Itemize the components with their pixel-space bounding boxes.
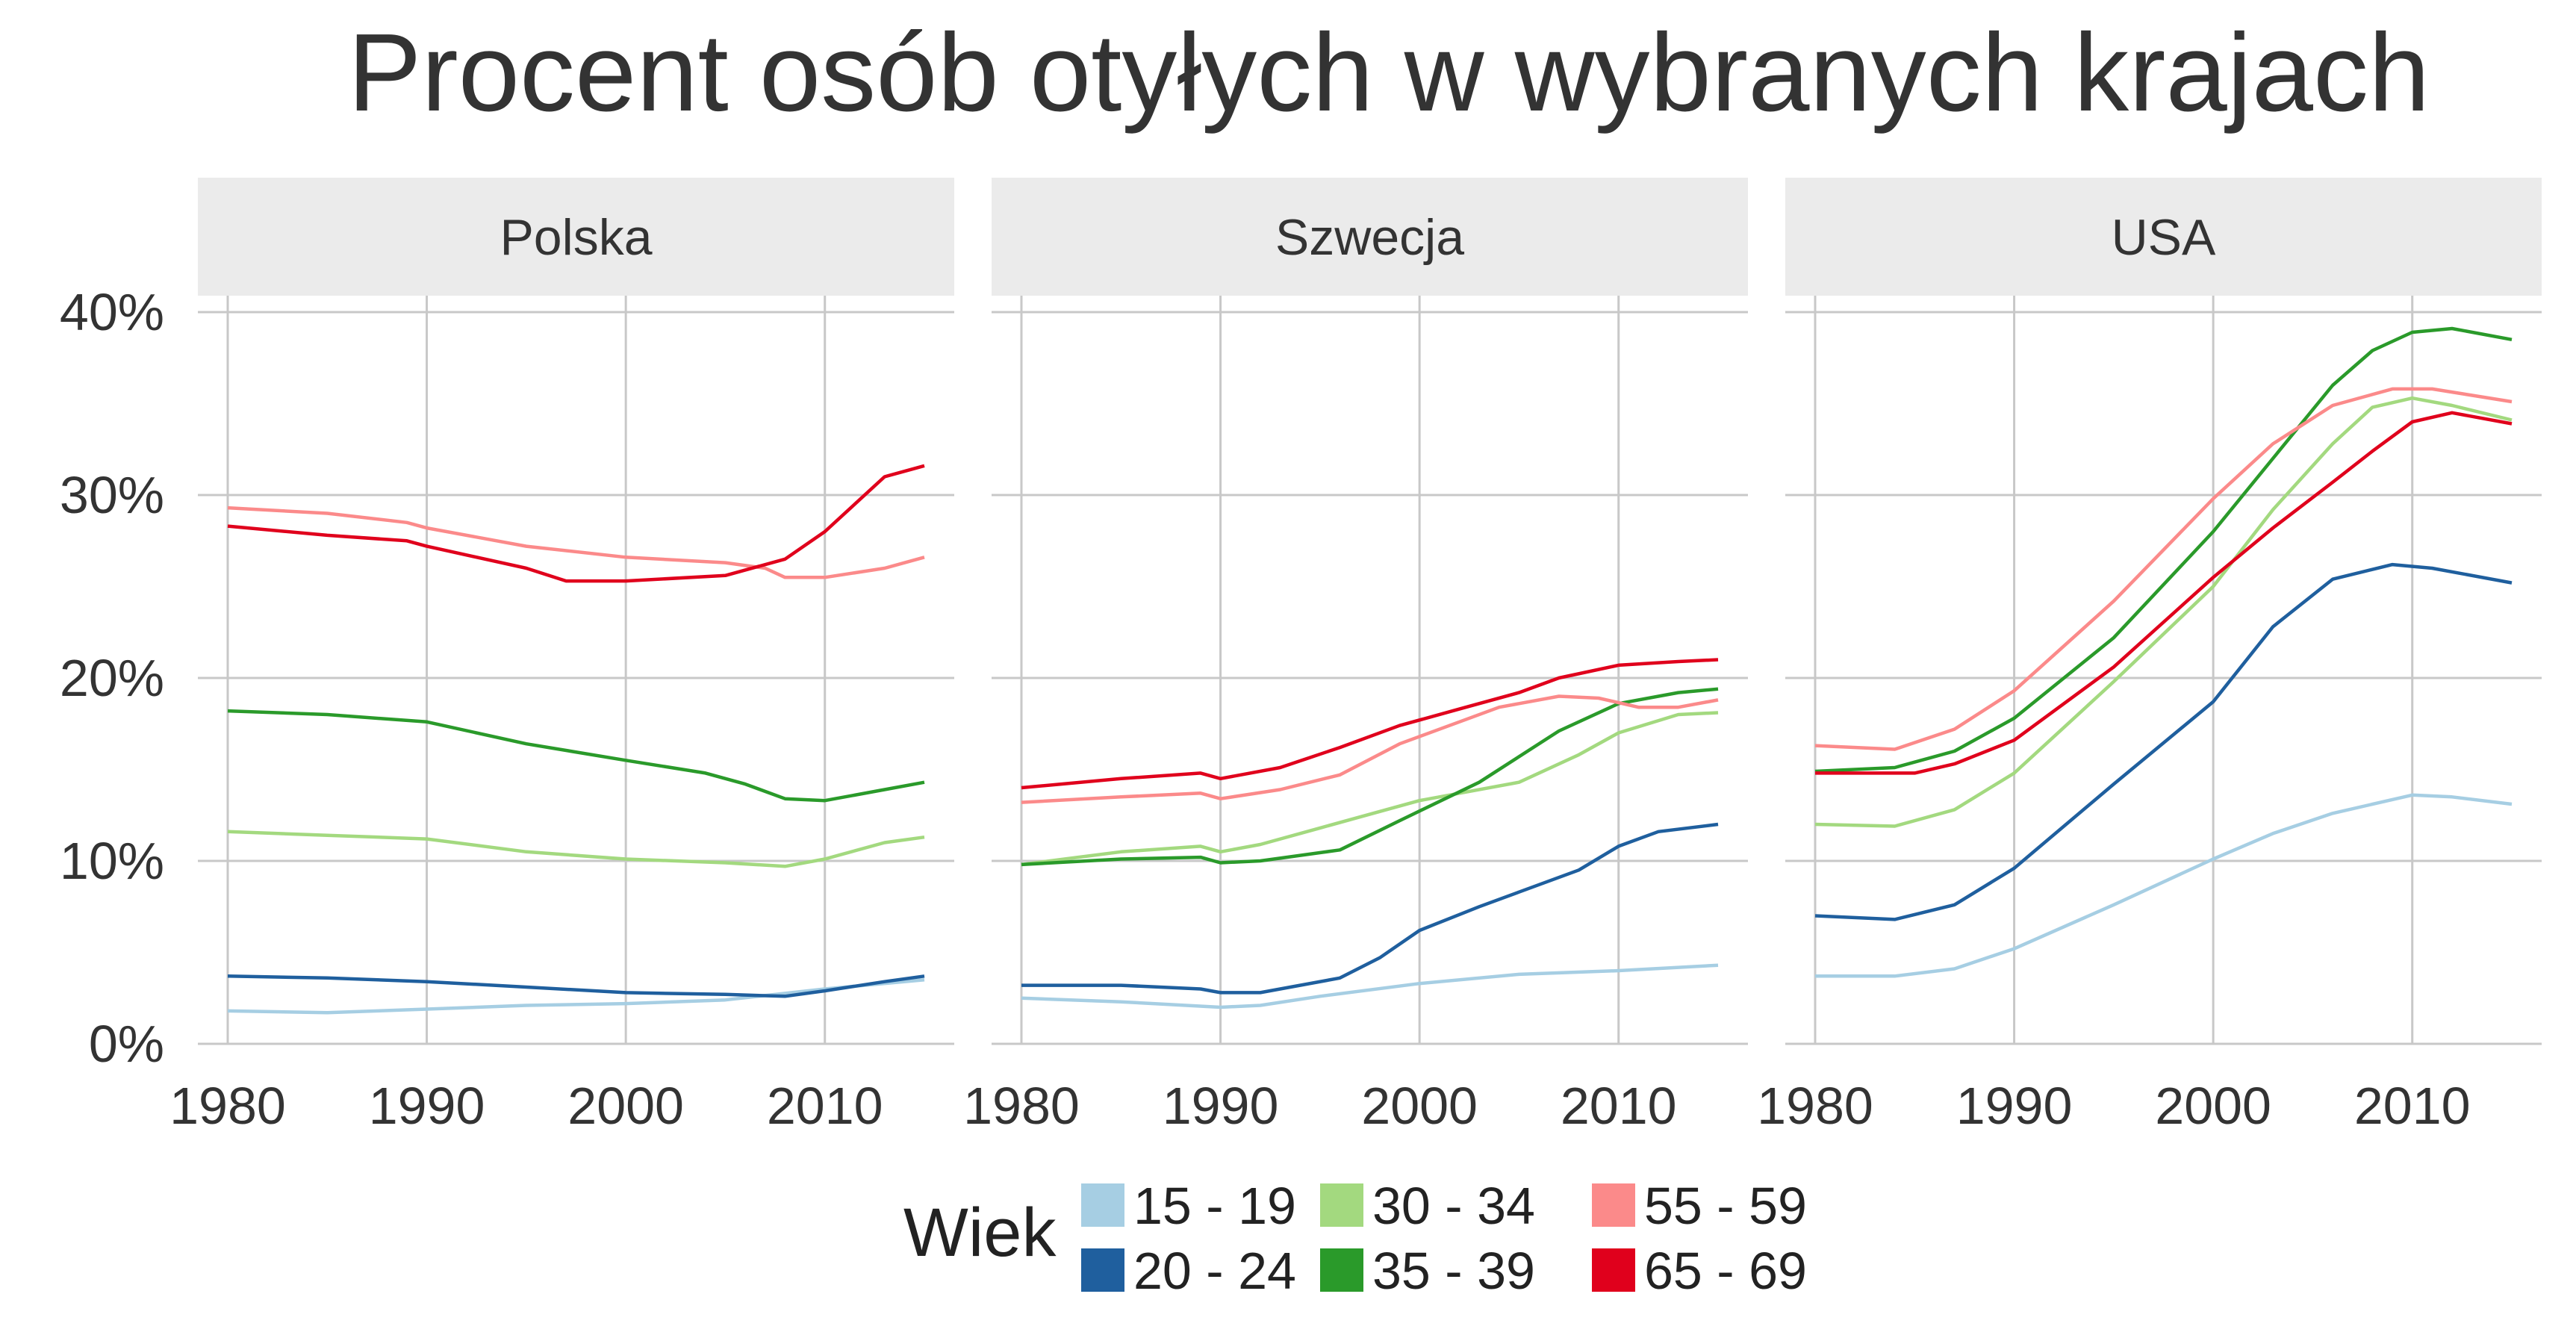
legend-item: 65 - 69 — [1592, 1242, 1807, 1300]
x-tick-label: 2010 — [2354, 1077, 2471, 1135]
y-tick-label: 10% — [60, 832, 164, 890]
x-tick-label: 1980 — [169, 1077, 286, 1135]
legend-key — [1320, 1248, 1363, 1292]
series-line-20-24 — [1021, 822, 1719, 995]
facet-strip-label: USA — [2112, 209, 2216, 266]
series-line-30-34 — [227, 830, 925, 868]
y-tick-label: 20% — [60, 649, 164, 707]
legend-label: 55 - 59 — [1644, 1177, 1807, 1235]
x-tick-label: 2010 — [1561, 1077, 1677, 1135]
legend-key — [1320, 1183, 1363, 1227]
series-line-65-69 — [227, 464, 925, 583]
legend-label: 20 - 24 — [1133, 1242, 1296, 1300]
legend-label: 35 - 39 — [1372, 1242, 1535, 1300]
facet-strip — [992, 178, 1748, 296]
panel-polska: Polska 1980 1990 2000 2010 — [169, 178, 954, 1135]
series-line-35-39 — [227, 709, 925, 803]
legend-key — [1081, 1248, 1124, 1292]
legend-item: 35 - 39 — [1320, 1242, 1535, 1300]
series-line-55-59 — [1814, 387, 2513, 751]
x-tick-label: 2010 — [767, 1077, 883, 1135]
legend-key — [1592, 1248, 1635, 1292]
facet-panels: Polska 1980 1990 2000 2010 Szwecja 1980 1990 200… — [60, 178, 2542, 1135]
series-line-30-34 — [1814, 396, 2513, 828]
series-line-15-19 — [1815, 793, 2513, 978]
series-line-30-34 — [1021, 711, 1719, 867]
facet-strip — [1785, 178, 2542, 296]
series-line-35-39 — [1021, 687, 1719, 867]
legend-label: 30 - 34 — [1372, 1177, 1535, 1235]
legend-item: 30 - 34 — [1320, 1177, 1535, 1235]
chart-title: Procent osób otyłych w wybranych krajach — [348, 11, 2430, 134]
x-tick-label: 1980 — [963, 1077, 1080, 1135]
series-line-20-24 — [1814, 562, 2513, 921]
facet-strip-label: Polska — [500, 209, 652, 266]
y-tick-label: 30% — [60, 466, 164, 524]
x-tick-label: 2000 — [2155, 1077, 2271, 1135]
panel-szwecja: Szwecja 1980 1990 2000 2010 — [963, 178, 1748, 1135]
x-tick-label: 1980 — [1757, 1077, 1873, 1135]
series-line-15-19 — [227, 978, 925, 1015]
legend: Wiek 15 - 19 20 - 24 30 - 34 35 - 39 55 - 59 6… — [903, 1177, 1807, 1300]
series-line-15-19 — [1021, 963, 1719, 1009]
x-tick-label: 2000 — [567, 1077, 684, 1135]
x-tick-label: 1990 — [369, 1077, 485, 1135]
series-line-20-24 — [227, 974, 925, 998]
legend-item: 20 - 24 — [1081, 1242, 1296, 1300]
legend-item: 55 - 59 — [1592, 1177, 1807, 1235]
series-line-55-59 — [227, 505, 925, 579]
legend-label: 15 - 19 — [1133, 1177, 1296, 1235]
facet-strip-label: Szwecja — [1275, 209, 1464, 266]
y-tick-label: 40% — [60, 283, 164, 341]
facet-strip — [198, 178, 954, 296]
legend-item: 15 - 19 — [1081, 1177, 1296, 1235]
legend-title: Wiek — [903, 1195, 1057, 1271]
series-line-65-69 — [1815, 411, 2513, 775]
series-line-55-59 — [1021, 694, 1719, 804]
x-tick-label: 1990 — [1163, 1077, 1279, 1135]
panel-usa: USA 1980 1990 2000 2010 — [1757, 178, 2542, 1135]
legend-label: 65 - 69 — [1644, 1242, 1807, 1300]
series-line-65-69 — [1021, 658, 1719, 790]
legend-key — [1592, 1183, 1635, 1227]
y-tick-label: 0% — [89, 1015, 164, 1073]
legend-key — [1081, 1183, 1124, 1227]
series-line-35-39 — [1814, 326, 2513, 774]
x-tick-label: 2000 — [1361, 1077, 1478, 1135]
x-tick-label: 1990 — [1956, 1077, 2073, 1135]
